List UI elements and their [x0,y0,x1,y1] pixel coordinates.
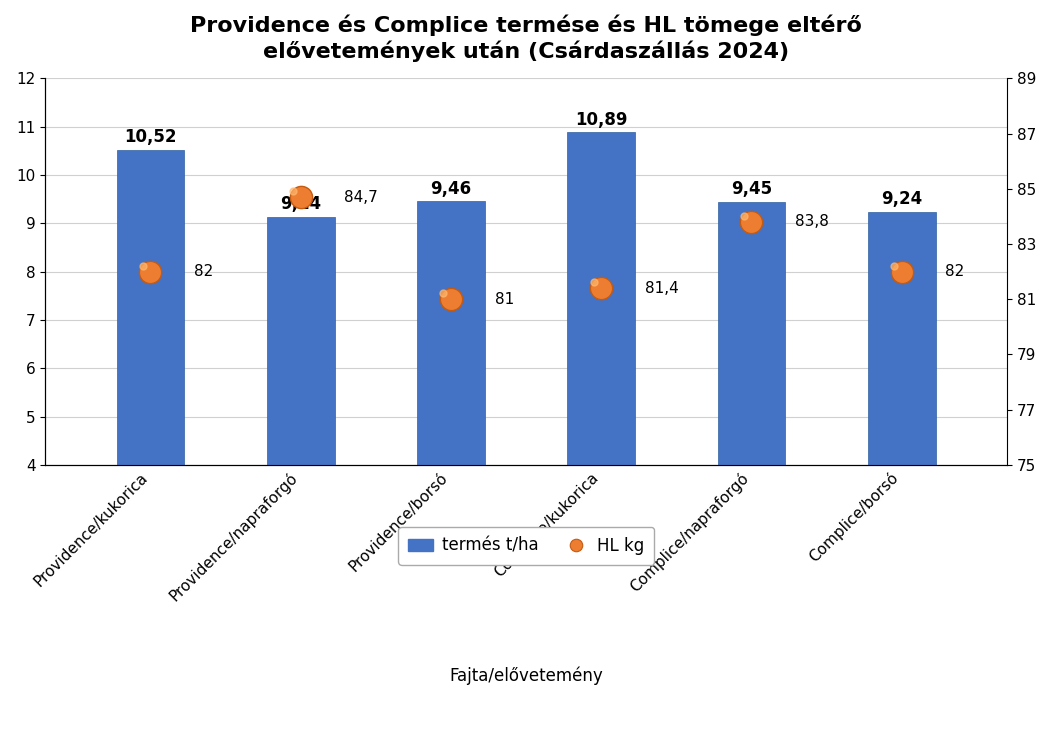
Text: 10,89: 10,89 [575,111,627,128]
Bar [868,212,935,465]
Bar [117,150,184,465]
Bar [568,132,635,465]
Text: 84,7: 84,7 [345,189,378,205]
Bar [417,201,485,465]
Text: 10,52: 10,52 [124,128,177,147]
Title: Providence és Complice termése és HL tömege eltérő
elővetemények után (Csárdaszá: Providence és Complice termése és HL töm… [190,15,862,61]
Text: 9,24: 9,24 [881,190,923,209]
Text: 82: 82 [194,264,213,279]
Legend: termés t/ha, HL kg: termés t/ha, HL kg [398,527,654,565]
X-axis label: Fajta/elővetemény: Fajta/elővetemény [449,667,603,685]
Text: 81: 81 [495,292,514,307]
Text: 9,45: 9,45 [730,180,772,198]
Text: 81,4: 81,4 [645,281,679,296]
Text: 9,14: 9,14 [281,195,322,213]
Text: 83,8: 83,8 [795,214,829,229]
Text: 82: 82 [945,264,965,279]
Text: 9,46: 9,46 [431,180,472,198]
Bar [718,201,785,465]
Bar [267,217,334,465]
